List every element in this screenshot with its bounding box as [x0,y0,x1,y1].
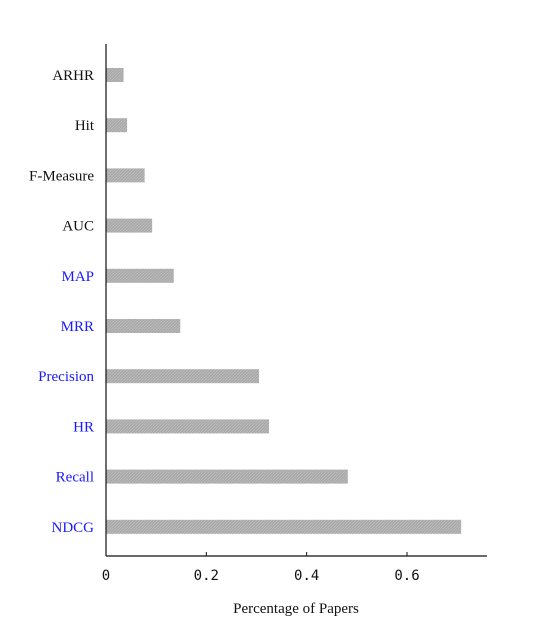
category-label-hr: HR [73,419,94,435]
bars-group [106,68,461,534]
category-label-precision: Precision [38,369,94,385]
category-label-recall: Recall [56,470,94,486]
bar-map [106,269,174,283]
bar-ndcg [106,520,461,534]
x-axis-title: Percentage of Papers [233,601,359,617]
x-tick-label: 0.2 [194,568,219,584]
bar-mrr [106,319,180,333]
category-label-arhr: ARHR [52,68,94,84]
bar-f-measure [106,168,145,182]
category-labels-group: ARHR Hit F-Measure AUC MAP MRR Precision HR Reca… [29,68,95,536]
category-label-ndcg: NDCG [51,520,94,536]
category-label-mrr: MRR [61,319,94,335]
x-tick-label: 0.6 [394,568,419,584]
category-label-f-measure: F-Measure [29,168,94,184]
bar-hr [106,419,269,433]
bar-hit [106,118,127,132]
category-label-auc: AUC [62,219,94,235]
x-tick-label: 0 [102,568,110,584]
bar-recall [106,470,348,484]
bar-auc [106,219,152,233]
x-ticks-group: 0 0.2 0.4 0.6 [102,552,420,584]
bar-arhr [106,68,124,82]
category-label-map: MAP [61,269,94,285]
bar-precision [106,369,259,383]
category-label-hit: Hit [75,118,95,134]
x-tick-label: 0.4 [294,568,319,584]
